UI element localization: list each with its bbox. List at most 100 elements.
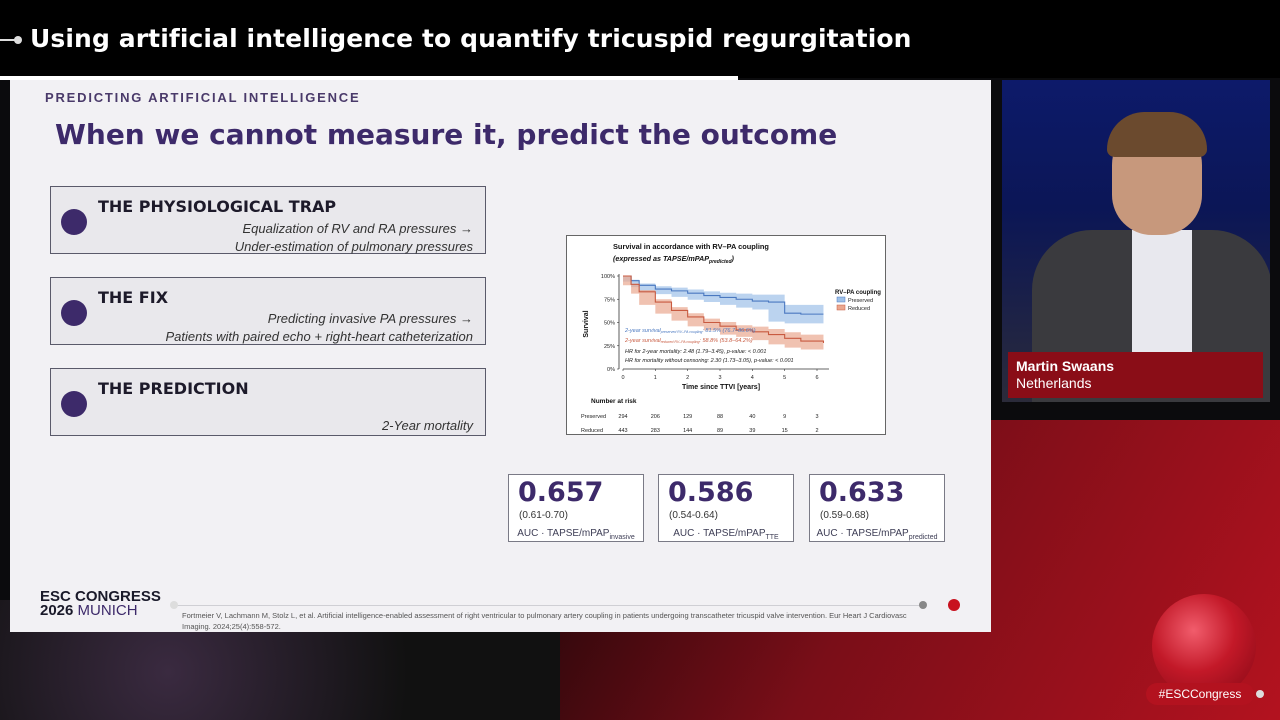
footer-dot bbox=[919, 601, 927, 609]
reference-citation: Fortmeier V, Lachmann M, Stolz L, et al.… bbox=[182, 611, 907, 631]
x-tick-label: 5 bbox=[783, 375, 786, 381]
auc-box-predicted: 0.633 (0.59-0.68) AUC · TAPSE/mPAPpredic… bbox=[809, 474, 945, 542]
series-line-reduced bbox=[623, 275, 825, 343]
x-tick-label: 3 bbox=[718, 375, 721, 381]
chart-subtitle: (expressed as TAPSE/mPAPpredicted) bbox=[613, 254, 735, 265]
x-tick-label: 1 bbox=[654, 375, 657, 381]
auc-label-sub: invasive bbox=[609, 534, 635, 541]
broadcast-title: Using artificial intelligence to quantif… bbox=[30, 24, 912, 53]
auc-label-main: AUC · TAPSE/mPAP bbox=[673, 528, 766, 539]
x-axis-label: Time since TTVI [years] bbox=[682, 384, 760, 391]
x-tick-label: 4 bbox=[751, 375, 754, 381]
auc-box-tte: 0.586 (0.54-0.64) AUC · TAPSE/mPAPTTE bbox=[658, 474, 794, 542]
speaker-shirt bbox=[1132, 230, 1192, 360]
auc-box-invasive: 0.657 (0.61-0.70) AUC · TAPSE/mPAPinvasi… bbox=[508, 474, 644, 542]
hashtag-badge: #ESCCongress bbox=[1146, 683, 1254, 705]
kaplan-meier-figure: Survival in accordance with RV–PA coupli… bbox=[566, 235, 886, 435]
bullet-icon bbox=[61, 391, 87, 417]
risk-cell: 294 bbox=[618, 414, 627, 420]
slide-eyebrow: PREDICTING ARTIFICIAL INTELLIGENCE bbox=[45, 90, 361, 105]
auc-label-main: AUC · TAPSE/mPAP bbox=[816, 528, 909, 539]
series-line-preserved bbox=[623, 275, 824, 315]
x-tick-label: 0 bbox=[621, 375, 624, 381]
y-tick-label: 100% bbox=[601, 274, 615, 280]
card-title: THE PHYSIOLOGICAL TRAP bbox=[98, 197, 337, 216]
card-the-prediction: THE PREDICTION 2-Year mortality bbox=[50, 368, 486, 436]
risk-cell: 15 bbox=[782, 428, 788, 434]
auc-label-sub: TTE bbox=[765, 534, 779, 541]
speaker-lower-third: Martin Swaans Netherlands bbox=[1008, 352, 1263, 398]
logo-line1: ESC CONGRESS bbox=[40, 588, 161, 605]
legend-swatch-reduced bbox=[836, 304, 846, 311]
risk-cell: 89 bbox=[717, 428, 723, 434]
footer-active-dot bbox=[948, 599, 960, 611]
bullet-icon bbox=[61, 300, 87, 326]
bullet-icon bbox=[61, 209, 87, 235]
broadcast-title-bar: Using artificial intelligence to quantif… bbox=[0, 0, 1280, 78]
globe-graphic bbox=[1152, 594, 1256, 698]
title-line-decoration bbox=[0, 39, 18, 41]
auc-label-sub: predicted bbox=[908, 534, 938, 541]
legend-label-reduced: Reduced bbox=[848, 306, 870, 312]
auc-label: AUC · TAPSE/mPAPTTE bbox=[659, 528, 793, 541]
card-line: Predicting invasive PA pressures → bbox=[267, 311, 473, 326]
card-line: Equalization of RV and RA pressures → bbox=[242, 221, 473, 236]
risk-cell: 144 bbox=[683, 428, 692, 434]
x-tick-label: 2 bbox=[686, 375, 689, 381]
card-title: THE FIX bbox=[98, 288, 169, 307]
y-tick-label: 25% bbox=[604, 344, 615, 350]
risk-cell: 443 bbox=[618, 428, 627, 434]
footer-dot bbox=[170, 601, 178, 609]
slide-top-strip bbox=[0, 76, 738, 80]
x-tick-label: 6 bbox=[815, 375, 818, 381]
series-band-preserved bbox=[623, 276, 824, 324]
chart-subtitle-main: (expressed as TAPSE/mPAP bbox=[613, 254, 709, 263]
auc-value: 0.586 bbox=[668, 477, 754, 508]
title-dot-decoration bbox=[14, 36, 22, 44]
speaker-name: Martin Swaans bbox=[1016, 358, 1115, 374]
y-tick-label: 50% bbox=[604, 321, 615, 327]
auc-ci: (0.59-0.68) bbox=[820, 510, 869, 521]
risk-cell: 88 bbox=[717, 414, 723, 420]
y-tick-label: 0% bbox=[607, 367, 615, 373]
hashtag-dot bbox=[1256, 690, 1264, 698]
risk-cell: 9 bbox=[783, 414, 786, 420]
series-band-reduced bbox=[623, 276, 824, 350]
auc-value: 0.633 bbox=[819, 477, 905, 508]
risk-cell: 3 bbox=[815, 414, 818, 420]
card-line: 2-Year mortality bbox=[381, 418, 473, 433]
speaker-country: Netherlands bbox=[1016, 375, 1092, 391]
speaker-hair bbox=[1107, 112, 1207, 157]
logo-city: MUNICH bbox=[77, 602, 138, 619]
logo-line2: 2026 MUNICH bbox=[40, 602, 161, 619]
auc-ci: (0.61-0.70) bbox=[519, 510, 568, 521]
km-chart: Survival in accordance with RV–PA coupli… bbox=[581, 242, 881, 434]
card-title: THE PREDICTION bbox=[98, 379, 249, 398]
risk-cell: 2 bbox=[815, 428, 818, 434]
logo-year: 2026 bbox=[40, 602, 74, 619]
footer-progress-line bbox=[176, 605, 926, 606]
risk-row-label: Preserved bbox=[581, 414, 606, 420]
risk-cell: 39 bbox=[749, 428, 755, 434]
chart-annotation: HR for 2-year mortality: 2.48 (1.79–3.45… bbox=[625, 349, 766, 355]
card-line: Patients with paired echo + right-heart … bbox=[165, 329, 473, 344]
chart-subtitle-sub: predicted bbox=[708, 259, 732, 265]
auc-label: AUC · TAPSE/mPAPpredicted bbox=[810, 528, 944, 541]
card-line: Under-estimation of pulmonary pressures bbox=[234, 239, 473, 254]
risk-cell: 206 bbox=[651, 414, 660, 420]
card-the-fix: THE FIX Predicting invasive PA pressures… bbox=[50, 277, 486, 345]
risk-cell: 283 bbox=[651, 428, 660, 434]
auc-label: AUC · TAPSE/mPAPinvasive bbox=[509, 528, 643, 541]
chart-annotation: 2-year survivalreduced RV–PA coupling: 5… bbox=[624, 338, 753, 344]
auc-ci: (0.54-0.64) bbox=[669, 510, 718, 521]
y-tick-label: 75% bbox=[604, 297, 615, 303]
legend-swatch-preserved bbox=[836, 296, 846, 303]
risk-row-label: Reduced bbox=[581, 428, 603, 434]
legend-label-preserved: Preserved bbox=[848, 298, 873, 304]
risk-cell: 40 bbox=[749, 414, 755, 420]
risk-cell: 129 bbox=[683, 414, 692, 420]
slide-headline: When we cannot measure it, predict the o… bbox=[55, 118, 838, 151]
esc-congress-logo: ESC CONGRESS 2026 MUNICH bbox=[40, 588, 161, 619]
auc-label-main: AUC · TAPSE/mPAP bbox=[517, 528, 610, 539]
auc-value: 0.657 bbox=[518, 477, 604, 508]
